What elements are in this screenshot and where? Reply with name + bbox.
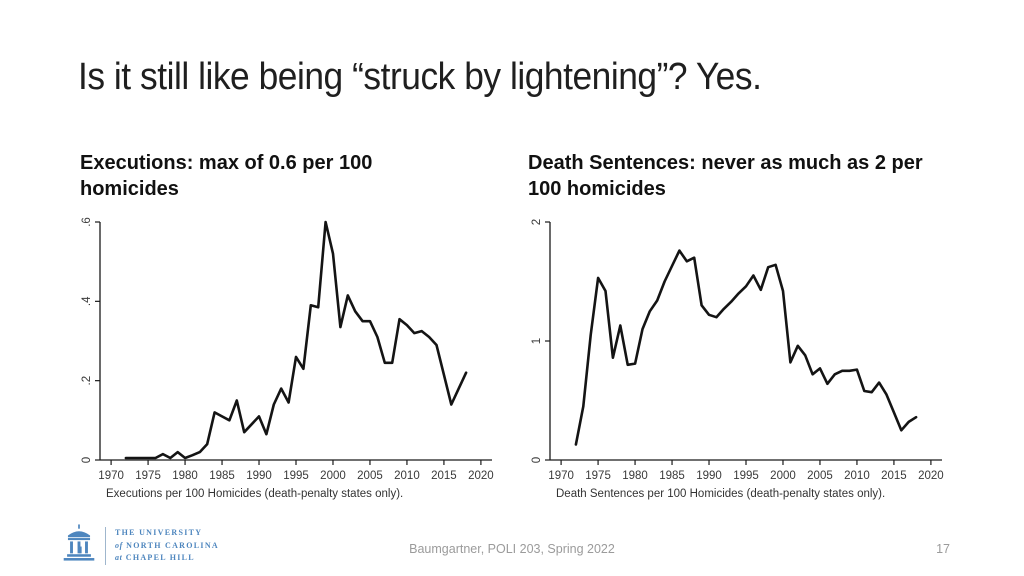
y-tick-label: .2 [81, 376, 93, 386]
logo-line-2: of NORTH CAROLINA [115, 540, 219, 550]
x-tick-label: 1970 [548, 470, 574, 482]
logo-wordmark: THE UNIVERSITY of NORTH CAROLINA at CHAP… [115, 527, 219, 564]
death-sentences-heading: Death Sentences: never as much as 2 per … [528, 152, 923, 200]
x-tick-label: 2010 [844, 470, 870, 482]
page-number: 17 [936, 542, 950, 556]
executions-heading: Executions: max of 0.6 per 100 homicides [80, 152, 373, 200]
y-tick-label: 1 [531, 338, 543, 344]
y-tick-label: 0 [531, 457, 543, 463]
logo-divider [105, 527, 106, 565]
logo-line-1: THE UNIVERSITY [115, 528, 203, 538]
executions-axis-caption: Executions per 100 Homicides (death-pena… [106, 488, 403, 500]
x-tick-label: 1980 [622, 470, 648, 482]
executions-data-line [124, 220, 468, 460]
x-tick-label: 1975 [135, 470, 161, 482]
footer-credit: Baumgartner, POLI 203, Spring 2022 [409, 542, 615, 556]
death-sentences-axis-caption: Death Sentences per 100 Homicides (death… [556, 488, 885, 500]
logo-line-3: at CHAPEL HILL [115, 553, 195, 563]
x-tick-label: 2005 [807, 470, 833, 482]
x-tick-label: 1995 [733, 470, 759, 482]
x-tick-label: 2020 [468, 470, 494, 482]
x-tick-label: 1995 [283, 470, 309, 482]
x-tick-label: 2005 [357, 470, 383, 482]
x-tick-label: 1975 [585, 470, 611, 482]
unc-logo: THE UNIVERSITY of NORTH CAROLINA at CHAP… [62, 523, 219, 569]
old-well-icon [62, 523, 96, 569]
executions-chart: 0 .2 .4 .6 1970 1975 1980 1985 1990 1995 2000 2005 2… [56, 210, 506, 510]
x-tick-label: 2015 [431, 470, 457, 482]
x-tick-label: 1980 [172, 470, 198, 482]
death-sentences-svg: 0 1 2 1970 1975 1980 1985 1990 1995 2000 2005 2010 2… [531, 219, 944, 500]
x-tick-label: 2015 [881, 470, 907, 482]
death-sentences-data-line [574, 249, 918, 446]
x-tick-label: 2010 [394, 470, 420, 482]
y-tick-label: .4 [81, 296, 93, 306]
executions-svg: 0 .2 .4 .6 1970 1975 1980 1985 1990 1995 2000 2005 2… [81, 217, 494, 500]
y-tick-label: .6 [81, 217, 93, 227]
x-tick-label: 2020 [918, 470, 944, 482]
x-tick-label: 1985 [659, 470, 685, 482]
x-tick-label: 1970 [98, 470, 124, 482]
slide-title: Is it still like being “struck by lighte… [78, 56, 762, 98]
x-tick-label: 2000 [320, 470, 346, 482]
x-tick-label: 2000 [770, 470, 796, 482]
x-tick-label: 1990 [246, 470, 272, 482]
y-tick-label: 0 [81, 457, 93, 463]
x-tick-label: 1985 [209, 470, 235, 482]
x-tick-label: 1990 [696, 470, 722, 482]
y-tick-label: 2 [531, 219, 543, 225]
death-sentences-chart: 0 1 2 1970 1975 1980 1985 1990 1995 2000 2005 2010 2… [506, 210, 956, 510]
